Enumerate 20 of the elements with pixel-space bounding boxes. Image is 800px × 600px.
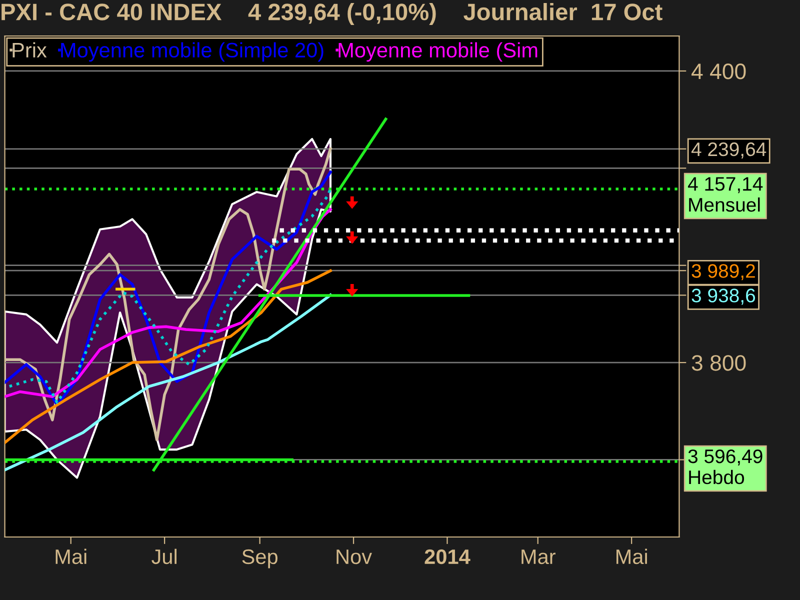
x-tick-label: Mai	[616, 548, 647, 564]
line-series	[4, 269, 332, 444]
x-tick-label: Nov	[336, 550, 372, 564]
y-tick-label: 3 800	[692, 355, 746, 371]
ref-line-label: 3 596,49 Hebdo	[688, 449, 762, 484]
x-tick-label: Mar	[522, 550, 556, 564]
legend-label: Prix	[12, 42, 47, 58]
y-tick-label: 4 400	[692, 64, 746, 80]
y-tick-label: 3 989,2	[692, 264, 755, 280]
y-tick-label: 3 938,6	[692, 288, 756, 305]
x-tick-label: Jul	[152, 548, 176, 564]
chart-title: PXI - CAC 40 INDEX 4 239,64 (-0,10%) Journalier 17 Oct	[2, 3, 662, 26]
x-tick-label: 2014	[424, 549, 470, 564]
x-tick-label: Mai	[56, 548, 86, 564]
line-series	[4, 294, 332, 472]
x-tick-label: Sep	[242, 549, 278, 568]
y-tick-label: 4 239,64	[691, 142, 766, 158]
legend-label: Moyenne mobile (Simple 20)	[61, 42, 324, 62]
ref-line-label: 4 157,14 Mensuel	[688, 177, 763, 212]
legend-label: Moyenne mobile (Sim	[338, 42, 538, 62]
